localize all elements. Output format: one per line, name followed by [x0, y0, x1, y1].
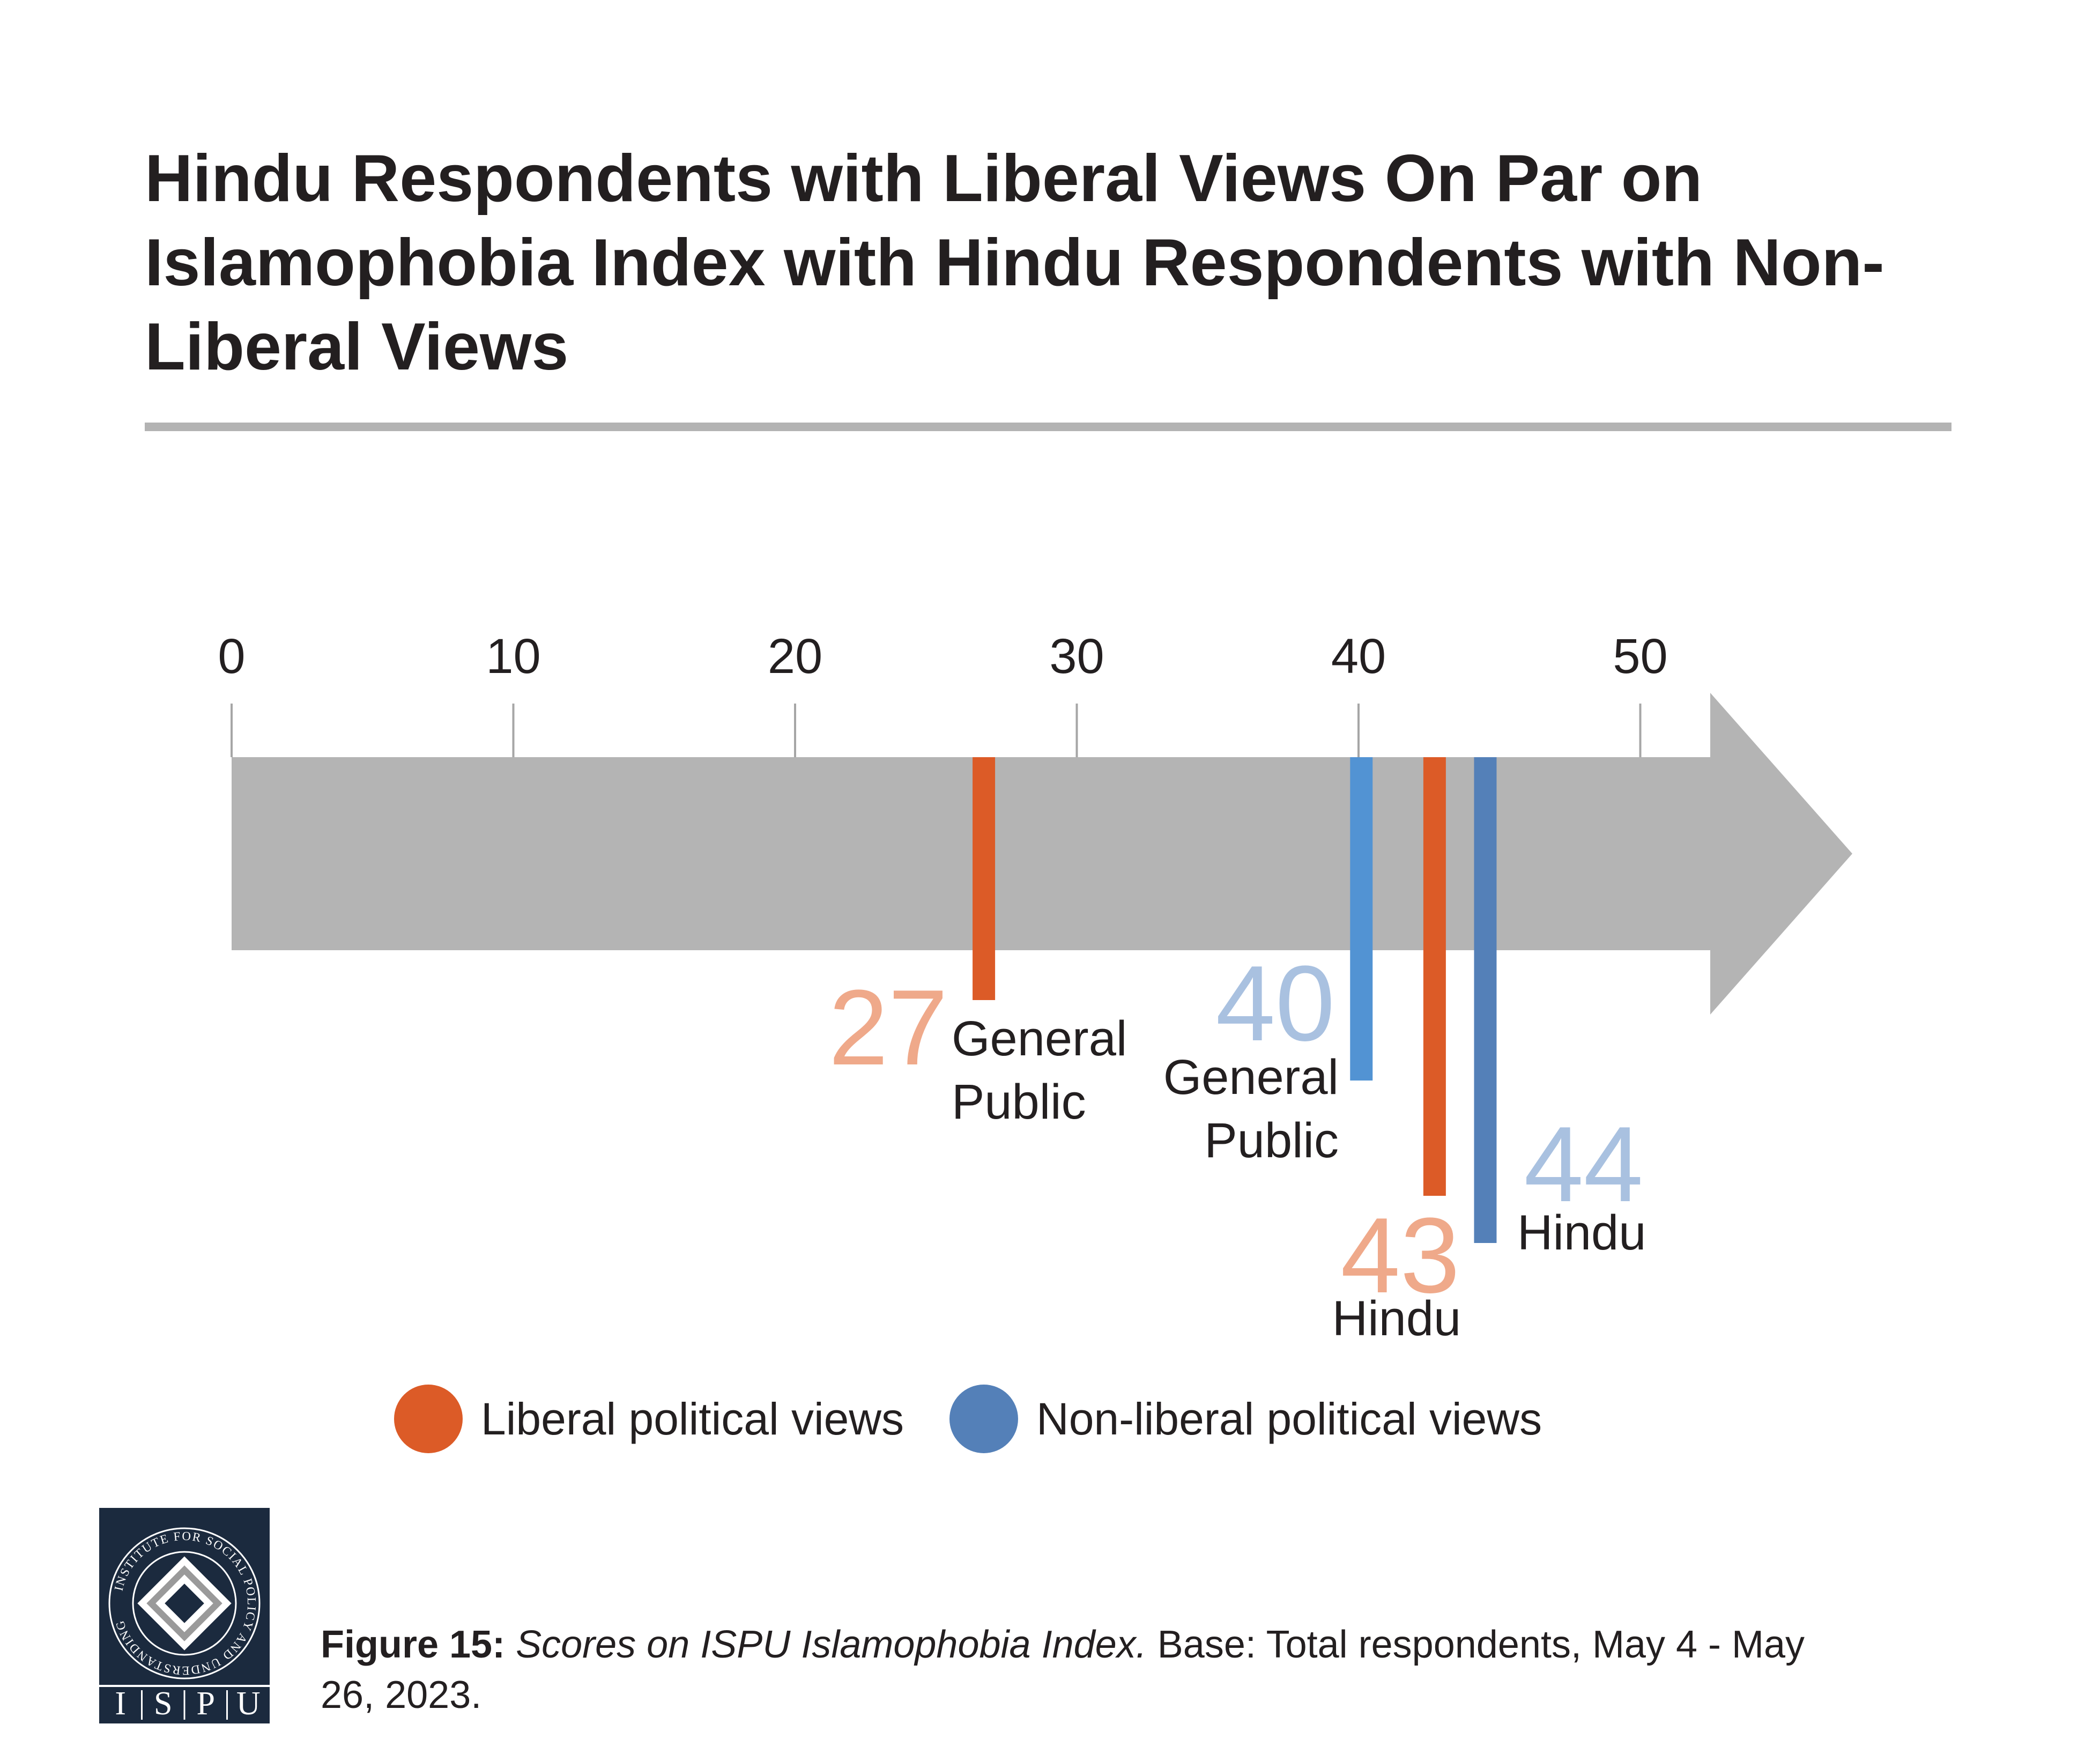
- data-value-label: 40: [1216, 944, 1335, 1063]
- data-bar: [973, 757, 996, 1000]
- logo-inner-ring: [132, 1551, 237, 1656]
- legend-item-liberal: Liberal political views: [394, 1385, 904, 1453]
- axis-tick-label: 10: [486, 629, 540, 684]
- category-label: General Public: [1163, 1050, 1339, 1168]
- logo-outer-ring: [108, 1527, 261, 1679]
- logo-letter: I: [115, 1685, 126, 1722]
- logo-diamond-icon: [137, 1556, 232, 1651]
- chart-title: Hindu Respondents with Liberal Views On …: [145, 142, 1884, 384]
- legend-item-non-liberal: Non-liberal political views: [949, 1385, 1542, 1453]
- axis-tick-label: 50: [1613, 629, 1667, 684]
- axis-arrow: [232, 693, 1852, 1015]
- category-label: General Public: [952, 1011, 1127, 1129]
- data-bar: [1474, 757, 1497, 1243]
- caption-base: Base: Total respondents, May 4 - May 26,…: [321, 1623, 1805, 1716]
- axis-tick-label: 20: [768, 629, 822, 684]
- chart-area: 0 10 20 30 40 50 27 General Public43Hindu40Gene…: [218, 629, 1852, 1346]
- legend-swatch-non-liberal: [949, 1385, 1019, 1453]
- category-label: Hindu: [1517, 1205, 1646, 1260]
- caption-figure-number: Figure 15:: [321, 1623, 506, 1666]
- title-divider: [145, 423, 1951, 431]
- logo-letter: S: [154, 1685, 172, 1722]
- axis: 0 10 20 30 40 50: [218, 629, 1668, 757]
- logo-letter: U: [236, 1685, 261, 1722]
- figure-caption: Figure 15: Scores on ISPU Islamophobia I…: [321, 1619, 1822, 1720]
- data-bar: [1423, 757, 1446, 1196]
- data-value-label: 27: [829, 968, 948, 1087]
- ispu-logo: INSTITUTE FOR SOCIAL POLICY AND UNDERSTA…: [99, 1508, 270, 1723]
- category-label: Hindu: [1332, 1291, 1461, 1346]
- legend-swatch-liberal: [394, 1385, 463, 1453]
- axis-tick-label: 40: [1331, 629, 1386, 684]
- axis-tick-label: 0: [218, 629, 245, 684]
- axis-tick-label: 30: [1049, 629, 1104, 684]
- legend: Liberal political views Non-liberal poli…: [394, 1385, 1587, 1453]
- legend-label-non-liberal: Non-liberal political views: [1036, 1393, 1542, 1444]
- legend-label-liberal: Liberal political views: [481, 1393, 904, 1444]
- data-value-label: 43: [1341, 1196, 1460, 1315]
- data-bar: [1350, 757, 1373, 1081]
- caption-description: Scores on ISPU Islamophobia Index.: [516, 1623, 1147, 1666]
- logo-letter: P: [197, 1685, 215, 1722]
- data-value-label: 44: [1524, 1105, 1643, 1224]
